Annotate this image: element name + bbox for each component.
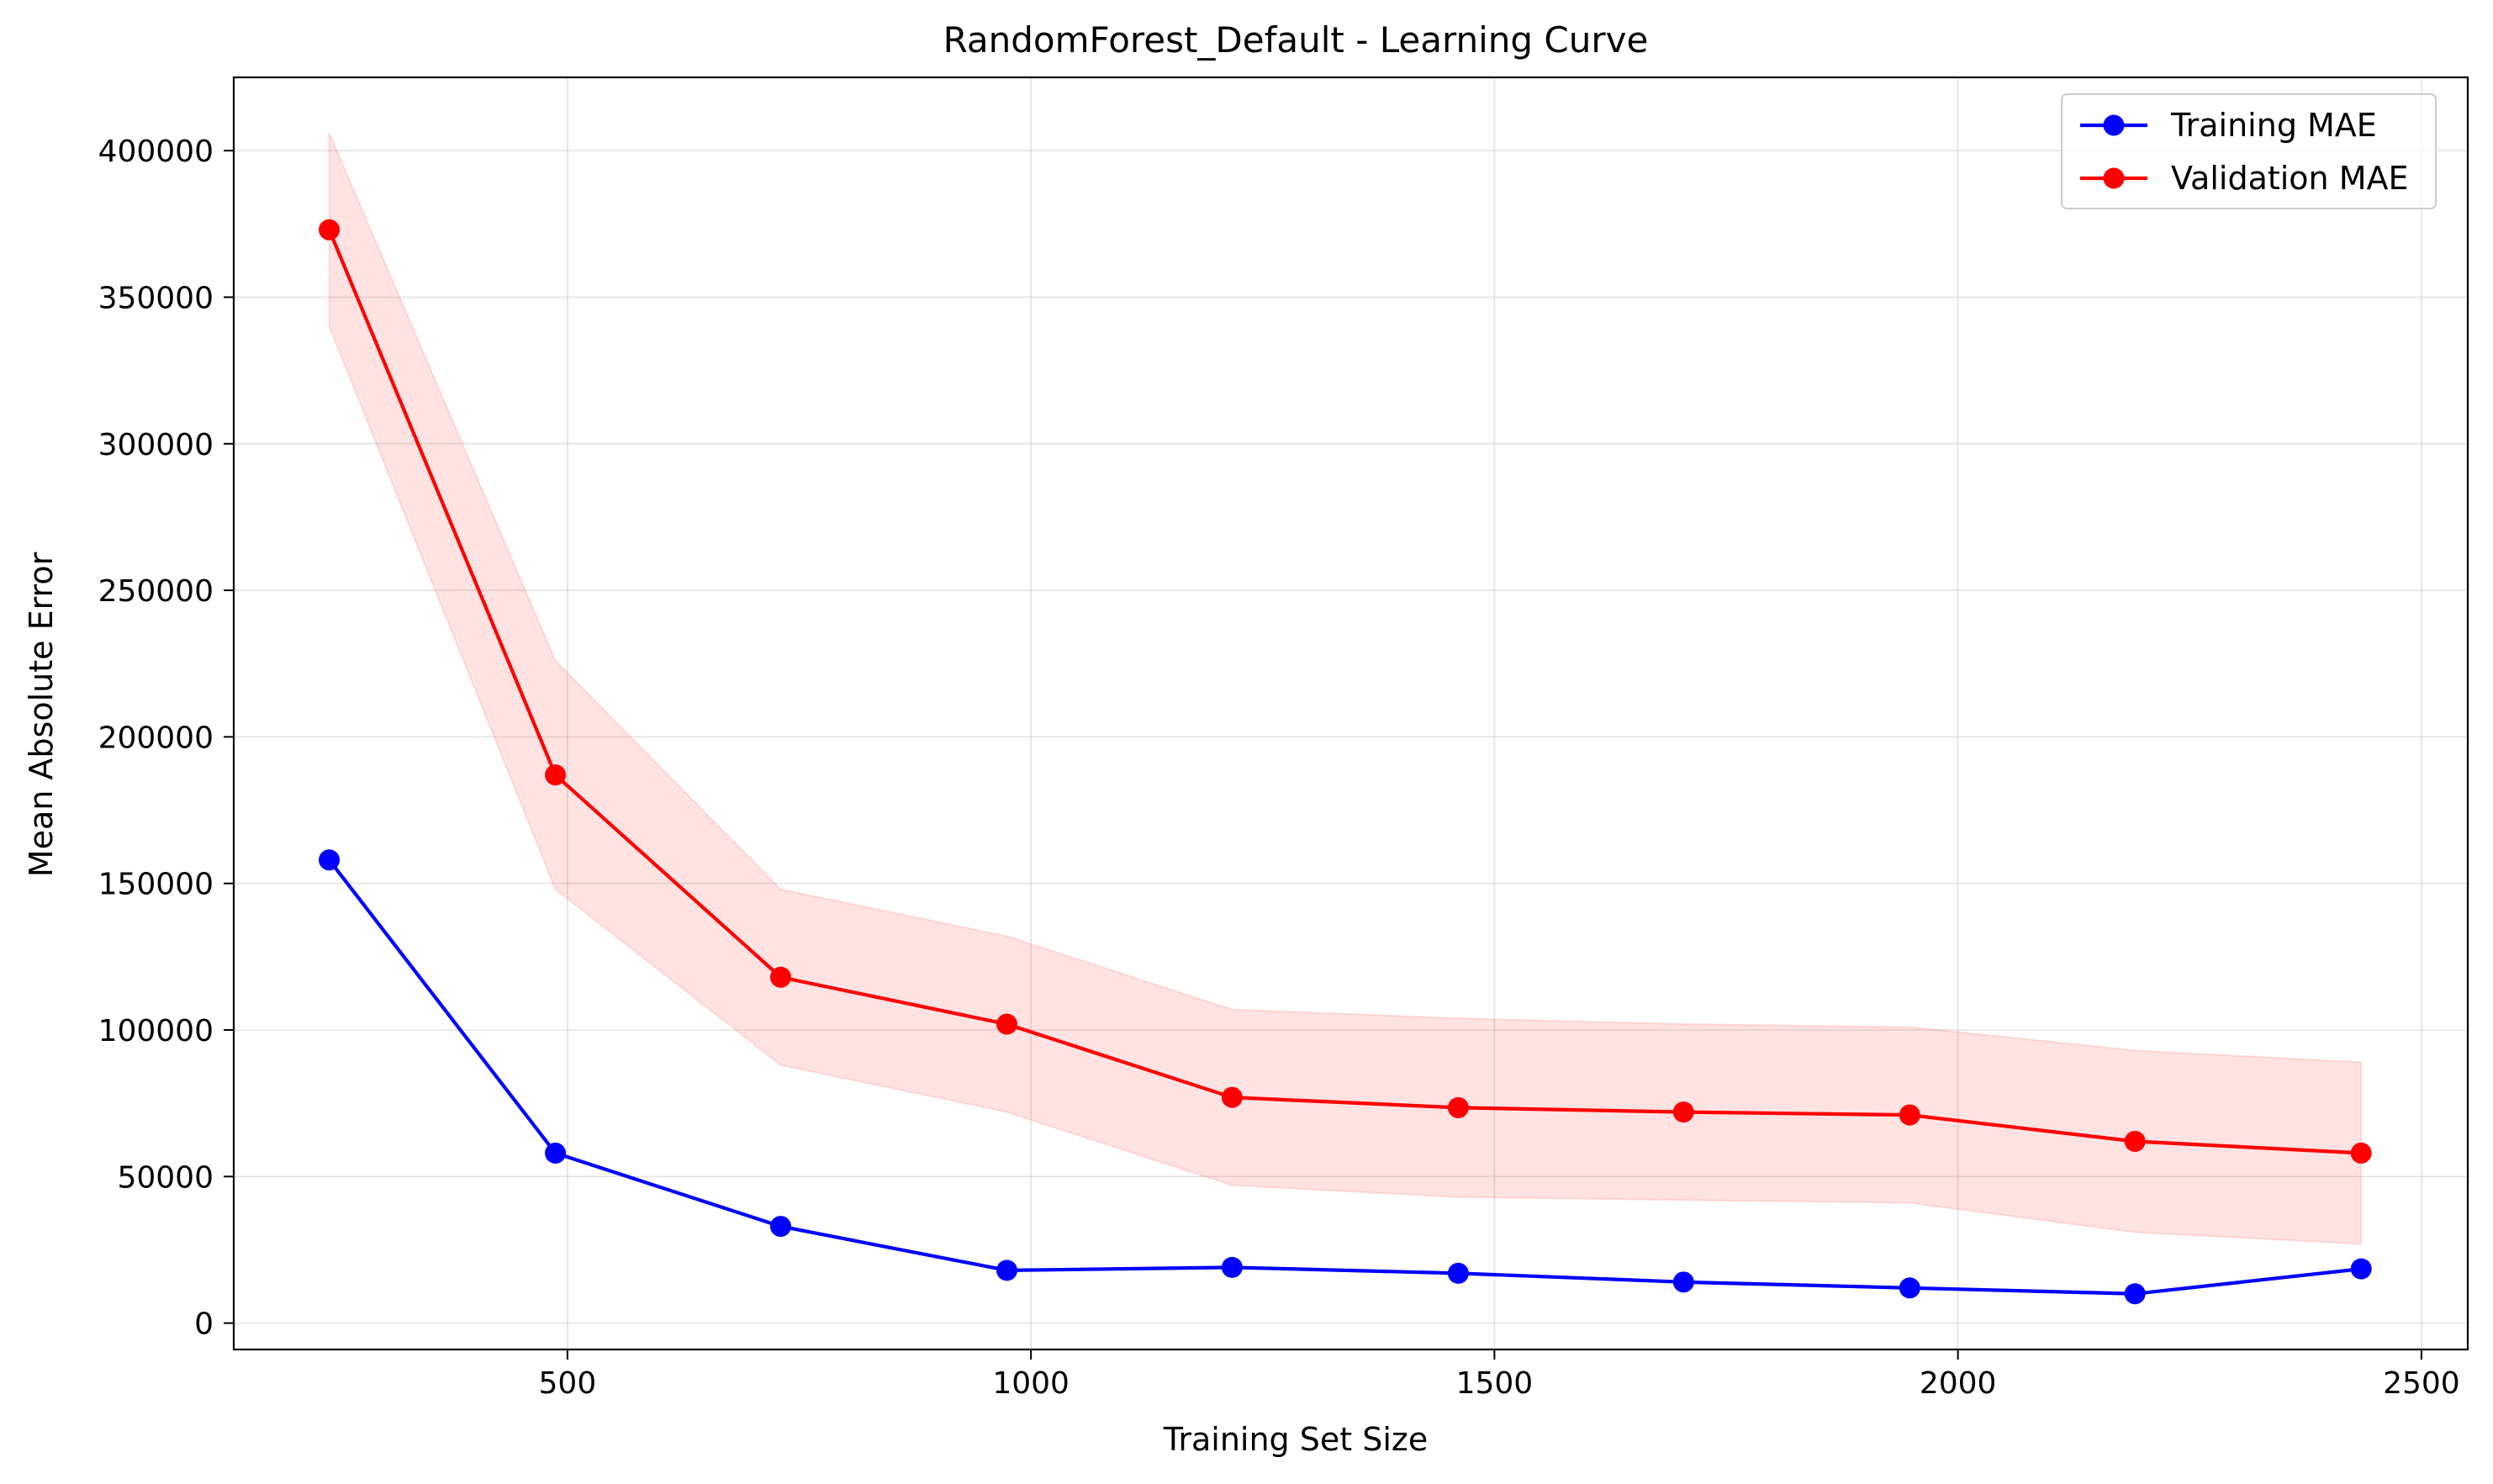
validation-mae-point [1447,1096,1469,1118]
x-axis-label: Training Set Size [1163,1421,1429,1458]
validation-mae-point [319,219,341,240]
training-mae-point [1672,1271,1694,1293]
validation-mae-line [327,229,2362,1155]
validation-mae-point [1672,1101,1694,1123]
x-axis-ticks: 500 1000 1500 2000 2500 [539,1349,2460,1401]
legend-box [2061,93,2437,209]
y-tick-label: 400000 [98,135,214,169]
x-tick-label: 1000 [992,1366,1070,1401]
series-markers [319,219,2372,1305]
chart-title: RandomForest_Default - Learning Curve [943,19,1649,61]
validation-mae-point [545,764,567,786]
y-tick-label: 0 [194,1307,214,1342]
training-mae-point [545,1142,567,1164]
y-tick-label: 350000 [98,281,214,315]
validation-mae-point [996,1013,1017,1035]
validation-mae-point [2124,1130,2146,1152]
y-tick-label: 300000 [98,428,214,462]
y-axis-label: Mean Absolute Error [23,552,60,877]
training-mae-point [769,1216,791,1238]
legend: Training MAE Validation MAE [2061,93,2437,209]
x-tick-label: 1500 [1456,1366,1534,1401]
training-mae-point [996,1260,1017,1281]
training-mae-point [2124,1283,2146,1305]
x-tick-label: 2500 [2383,1366,2460,1401]
validation-mae-point [2350,1142,2372,1164]
y-tick-label: 50000 [117,1160,214,1195]
training-mae-line [327,858,2362,1296]
legend-validation-mae-label: Validation MAE [2171,160,2409,197]
y-tick-label: 200000 [98,721,214,755]
training-mae-point [1447,1262,1469,1284]
validation-mae-band [328,132,2363,1245]
legend-entries: Training MAE Validation MAE [2080,107,2409,197]
x-tick-label: 500 [539,1366,597,1401]
y-tick-label: 100000 [98,1014,214,1048]
plot-area-frame [232,76,2469,1351]
y-tick-label: 250000 [98,574,214,609]
training-mae-point [2350,1258,2372,1280]
x-tick-label: 2000 [1920,1366,1997,1401]
y-tick-label: 150000 [98,868,214,902]
validation-mae-point [1899,1104,1920,1126]
training-mae-point [1221,1256,1243,1278]
y-axis-ticks: 0 50000 100000 150000 200000 250000 300000 3500… [98,135,234,1342]
legend-validation-mae-marker [2103,167,2125,189]
confidence-bands [328,132,2363,1245]
legend-training-mae-label: Training MAE [2170,107,2377,144]
training-mae-point [319,849,341,871]
series-lines [327,229,2362,1296]
validation-mae-point [1221,1086,1243,1108]
legend-training-mae-marker [2103,114,2125,136]
training-mae-point [1899,1277,1920,1299]
validation-mae-point [769,966,791,988]
